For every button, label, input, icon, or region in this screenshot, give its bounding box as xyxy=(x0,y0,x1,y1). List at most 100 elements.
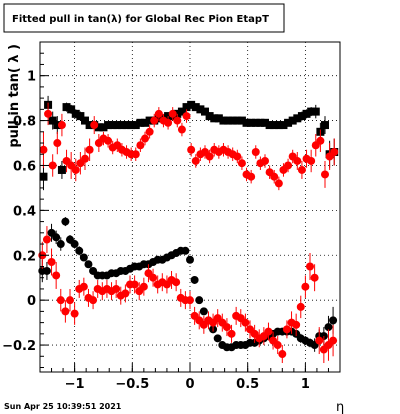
data-point xyxy=(228,116,237,125)
data-point xyxy=(42,235,51,244)
data-point xyxy=(251,148,260,156)
data-point xyxy=(307,107,316,116)
y-tick-label: 0.8 xyxy=(13,115,36,130)
data-point xyxy=(301,282,310,291)
data-point xyxy=(104,136,113,145)
data-point xyxy=(182,112,191,121)
data-point xyxy=(297,112,306,121)
data-point xyxy=(145,127,154,136)
x-tick-label: −1 xyxy=(65,377,85,392)
x-axis-label: η xyxy=(336,400,344,414)
data-point xyxy=(247,118,256,127)
data-point xyxy=(173,116,182,125)
data-point xyxy=(48,116,57,125)
data-point xyxy=(237,116,246,125)
data-point xyxy=(141,118,149,127)
data-point xyxy=(39,145,48,154)
data-point xyxy=(274,179,283,188)
data-point xyxy=(70,309,79,318)
data-point xyxy=(52,233,61,242)
series-1 xyxy=(39,102,339,191)
data-point xyxy=(293,156,302,165)
data-point xyxy=(182,103,191,112)
y-tick-label: 0.4 xyxy=(13,204,36,219)
data-point xyxy=(279,121,288,130)
data-point xyxy=(311,107,320,116)
data-point xyxy=(219,116,228,125)
data-point xyxy=(181,246,190,255)
data-point xyxy=(52,271,61,280)
data-point xyxy=(47,258,56,266)
y-tick-label: 0.2 xyxy=(13,249,36,264)
data-point xyxy=(261,118,269,127)
series-2 xyxy=(38,217,338,352)
data-point xyxy=(81,116,89,125)
data-point xyxy=(85,145,94,154)
data-point xyxy=(210,114,219,123)
data-point xyxy=(141,134,149,143)
timestamp: Sun Apr 25 10:39:51 2021 xyxy=(4,402,122,411)
data-point xyxy=(321,170,329,179)
data-point xyxy=(108,121,117,130)
data-point xyxy=(270,121,279,130)
data-point xyxy=(164,118,173,127)
series-0 xyxy=(39,95,339,191)
data-point xyxy=(44,109,53,118)
data-point xyxy=(62,103,71,112)
data-point xyxy=(53,121,62,130)
data-point xyxy=(177,125,186,134)
data-point xyxy=(66,296,74,305)
data-point xyxy=(205,112,214,121)
data-point xyxy=(199,307,208,316)
data-point xyxy=(307,156,316,165)
data-point xyxy=(79,282,88,291)
data-point xyxy=(214,114,223,123)
data-point xyxy=(195,296,204,305)
data-point xyxy=(117,121,126,130)
data-point xyxy=(42,266,51,275)
data-point xyxy=(131,150,140,159)
data-point xyxy=(61,217,70,226)
data-point xyxy=(233,116,242,125)
data-point xyxy=(79,253,88,262)
data-point xyxy=(136,141,145,150)
y-axis-label: pull in tan( λ ) xyxy=(7,44,22,148)
data-point xyxy=(324,323,333,332)
data-point xyxy=(187,145,196,154)
y-tick-label: 1 xyxy=(27,70,36,85)
data-point xyxy=(270,172,279,181)
data-point xyxy=(321,121,329,130)
data-point xyxy=(70,240,79,249)
data-point xyxy=(75,246,84,255)
data-point xyxy=(316,136,325,145)
data-point xyxy=(201,107,209,116)
data-point xyxy=(89,296,98,305)
data-point xyxy=(127,121,136,130)
data-point xyxy=(113,121,122,130)
data-point xyxy=(247,172,256,181)
data-point xyxy=(112,284,121,293)
data-series xyxy=(38,95,339,364)
data-point xyxy=(136,118,145,127)
data-point xyxy=(329,336,338,345)
data-point xyxy=(145,116,154,125)
data-point xyxy=(242,118,251,127)
data-point xyxy=(67,105,76,114)
data-point xyxy=(149,273,158,282)
data-point xyxy=(172,278,181,287)
data-point xyxy=(282,325,291,334)
data-point xyxy=(61,307,70,316)
data-point xyxy=(121,289,130,298)
x-tick-label: 0.5 xyxy=(236,377,259,392)
data-point xyxy=(139,282,148,291)
data-point xyxy=(76,112,85,121)
data-point xyxy=(90,121,99,130)
data-point xyxy=(154,109,163,118)
x-tick-label: 1 xyxy=(301,377,310,392)
data-point xyxy=(233,152,242,161)
data-point xyxy=(222,323,231,332)
data-point xyxy=(94,123,103,132)
data-point xyxy=(264,327,273,336)
x-tick-label: −0.5 xyxy=(115,377,149,392)
